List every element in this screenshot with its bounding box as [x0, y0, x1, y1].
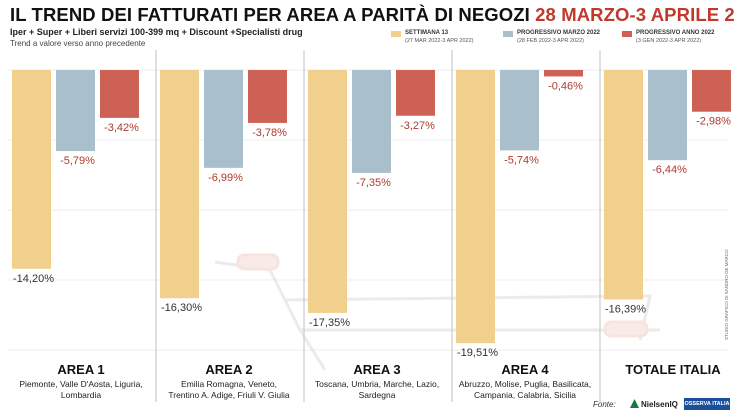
category-label: AREA 1 — [57, 362, 104, 377]
data-label: -6,99% — [208, 172, 243, 184]
category-detail: Toscana, Umbria, Marche, Lazio, — [315, 379, 439, 389]
data-label: -2,98% — [696, 116, 731, 128]
shopping-cart-illustration — [214, 253, 660, 371]
footer — [0, 386, 735, 416]
data-label: -5,79% — [60, 155, 95, 167]
category-label: TOTALE ITALIA — [625, 362, 721, 377]
nielsen-logo: NielsenIQ — [630, 399, 678, 409]
data-label: -6,44% — [652, 164, 687, 176]
data-label: -5,74% — [504, 154, 539, 166]
bar-0 — [456, 70, 495, 344]
nielsen-icon — [630, 399, 639, 408]
bar-2 — [248, 70, 287, 123]
data-label: -3,42% — [104, 122, 139, 134]
data-label: -16,39% — [605, 303, 646, 315]
data-label: -3,78% — [252, 127, 287, 139]
bar-0 — [160, 70, 199, 299]
legend-label: PROGRESSIVO ANNO 2022 — [636, 30, 715, 36]
legend-label: PROGRESSIVO MARZO 2022 — [517, 30, 601, 36]
bar-2 — [100, 70, 139, 118]
legend-sub: (28 FEB 2022-3 APR 2022) — [517, 38, 584, 44]
chart-subtitle: Iper + Super + Liberi servizi 100-399 mq… — [10, 27, 303, 37]
legend-swatch — [391, 31, 401, 37]
bar-2 — [396, 70, 435, 116]
legend-sub: (27 MAR 2022-3 APR 2022) — [405, 38, 474, 44]
category-detail: Trentino A. Adige, Friuli V. Giulia — [168, 390, 290, 400]
legend-swatch — [622, 31, 632, 37]
data-label: -0,46% — [548, 80, 583, 92]
bar-0 — [12, 70, 51, 269]
data-label: -3,27% — [400, 120, 435, 132]
category-detail: Campania, Calabria, Sicilia — [474, 390, 576, 400]
legend-label: SETTIMANA 13 — [405, 30, 449, 36]
osservatorio-logo: OSSERVA ITALIA — [684, 398, 730, 410]
bar-1 — [204, 70, 243, 168]
bar-1 — [352, 70, 391, 173]
title-main: IL TREND DEI FATTURATI PER AREA A PARITÀ… — [10, 4, 530, 25]
bar-2 — [544, 70, 583, 77]
category-detail: Lombardia — [61, 390, 101, 400]
category-detail: Piemonte, Valle D'Aosta, Liguria, — [19, 379, 142, 389]
data-label: -7,35% — [356, 177, 391, 189]
bar-1 — [648, 70, 687, 161]
legend-swatch — [503, 31, 513, 37]
data-label: -16,30% — [161, 302, 202, 314]
data-label: -17,35% — [309, 317, 350, 329]
legend-sub: (3 GEN 2022-3 APR 2022) — [636, 38, 702, 44]
data-label: -14,20% — [13, 273, 54, 285]
category-detail: Emilia Romagna, Veneto, — [181, 379, 277, 389]
bar-0 — [604, 70, 643, 300]
bar-0 — [308, 70, 347, 313]
nielsen-text: NielsenIQ — [641, 400, 678, 409]
category-label: AREA 4 — [501, 362, 549, 377]
category-label: AREA 2 — [205, 362, 252, 377]
chart-title: IL TREND DEI FATTURATI PER AREA A PARITÀ… — [10, 4, 735, 26]
graphic-credit: STUDIO GRAFICO DI SANDRO DE MARCO — [724, 249, 729, 340]
chart-note: Trend a valore verso anno precedente — [10, 39, 146, 48]
bar-1 — [56, 70, 95, 152]
data-label: -19,51% — [457, 347, 498, 359]
category-detail: Abruzzo, Molise, Puglia, Basilicata, — [459, 379, 591, 389]
category-label: AREA 3 — [353, 362, 400, 377]
bar-2 — [692, 70, 731, 112]
category-detail: Sardegna — [359, 390, 396, 400]
title-date: 28 MARZO-3 APRILE 2022 — [535, 4, 735, 25]
bar-1 — [500, 70, 539, 151]
source-label: Fonte: — [593, 400, 616, 409]
